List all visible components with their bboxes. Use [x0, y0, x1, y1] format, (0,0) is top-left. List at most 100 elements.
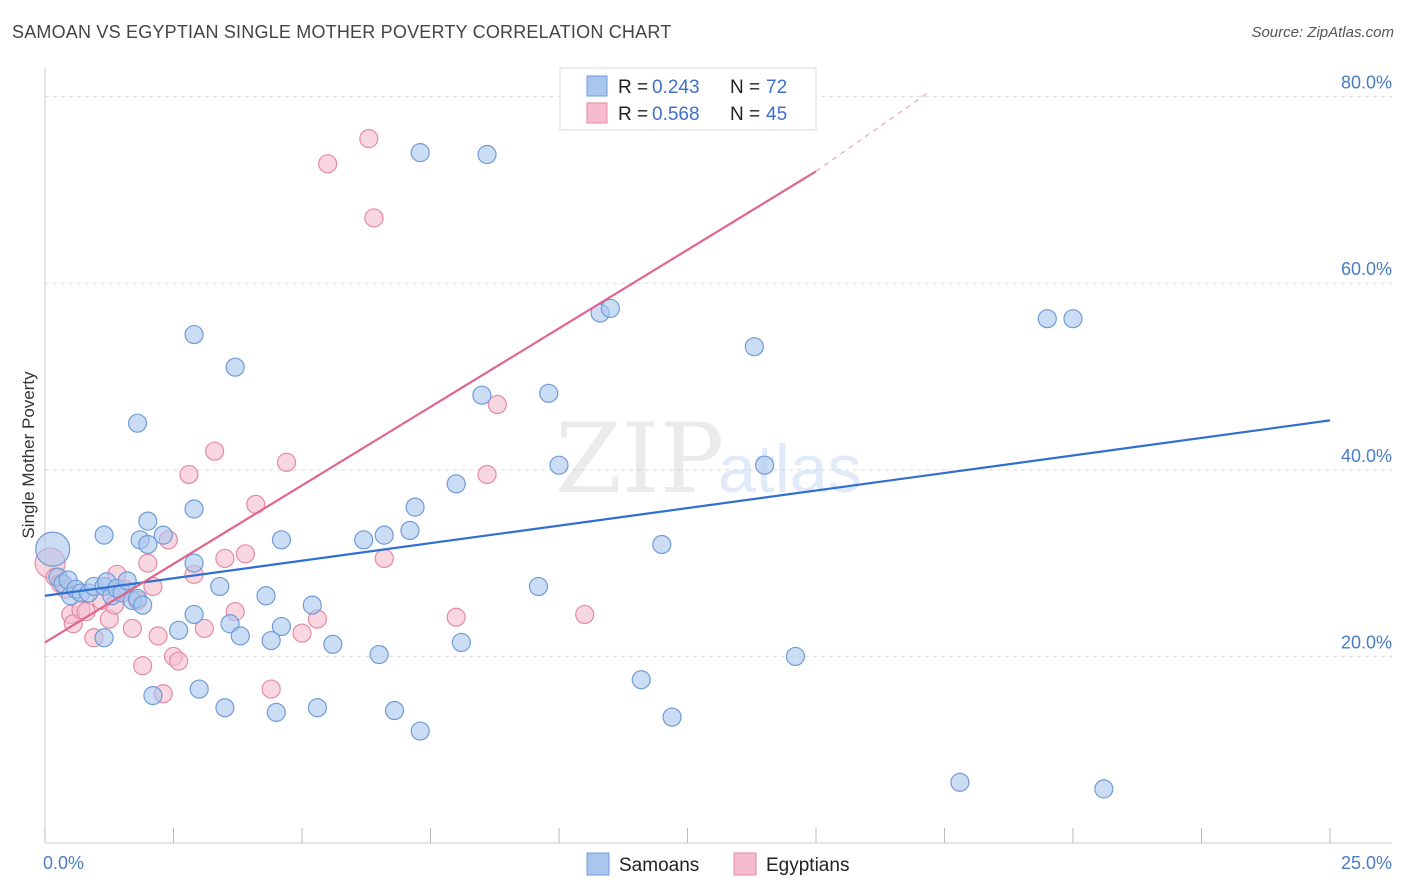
chart-title: SAMOAN VS EGYPTIAN SINGLE MOTHER POVERTY… [12, 22, 672, 42]
samoan-point-63 [950, 772, 970, 792]
samoan-point-58 [600, 298, 621, 319]
egyptian-point-23 [169, 651, 189, 671]
samoan-point-69 [261, 630, 281, 651]
samoan-point-66 [1094, 779, 1114, 799]
y-tick-label-3: 80.0% [1341, 73, 1392, 93]
egyptian-point-24 [179, 464, 199, 485]
samoan-point-18 [94, 628, 114, 648]
samoan-point-33 [210, 576, 230, 597]
samoan-point-22 [143, 685, 163, 706]
egyptian-point-39 [374, 548, 394, 569]
samoan-point-31 [169, 620, 189, 640]
egyptian-point-42 [487, 394, 507, 415]
egyptian-point-40 [446, 607, 466, 627]
samoan-point-26 [127, 413, 148, 433]
legend-n-value-1: 72 [766, 77, 787, 98]
egyptian-point-37 [359, 129, 379, 149]
egyptians-trend-extension [815, 91, 930, 172]
watermark-zip: ZIP [555, 403, 724, 515]
samoan-point-24 [184, 499, 204, 519]
samoan-point-19 [94, 525, 114, 545]
samoan-point-62 [785, 646, 806, 667]
egyptian-point-14 [122, 618, 142, 639]
samoan-point-50 [410, 143, 430, 163]
samoan-point-48 [472, 385, 492, 405]
egyptians-trend-line [44, 170, 817, 644]
series-legend-swatch-samoans[interactable] [586, 852, 610, 876]
egyptian-point-32 [261, 679, 281, 699]
egyptian-point-28 [215, 548, 235, 569]
legend-n-label-1: N = [730, 77, 760, 98]
samoan-point-41 [369, 644, 389, 665]
samoan-point-42 [384, 700, 405, 721]
samoan-point-65 [1063, 309, 1083, 329]
watermark: ZIP atlas [555, 403, 862, 515]
y-tick-label-0: 20.0% [1341, 632, 1392, 652]
samoan-point-54 [549, 455, 569, 475]
legend-n-label-2: N = [730, 104, 760, 125]
samoan-point-32 [184, 604, 204, 625]
samoan-point-43 [410, 721, 430, 741]
samoan-point-27 [184, 324, 204, 345]
x-tick-label-1: 25.0% [1341, 853, 1392, 873]
samoan-point-64 [1037, 309, 1057, 329]
samoan-point-29 [271, 530, 292, 550]
samoans-points [35, 143, 1114, 799]
samoan-point-51 [477, 144, 497, 165]
samoan-point-25 [184, 553, 204, 573]
series-legend-swatch-egyptians[interactable] [733, 852, 757, 876]
egyptian-point-19 [148, 626, 168, 646]
legend-n-value-2: 45 [766, 104, 787, 125]
series-legend: Samoans Egyptians [586, 852, 849, 876]
legend-r-label-1: R = [618, 77, 648, 98]
series-legend-label-samoans[interactable]: Samoans [619, 855, 699, 876]
egyptian-point-36 [318, 154, 338, 174]
trend-lines [44, 91, 1331, 644]
egyptian-point-27 [205, 441, 225, 461]
egyptian-point-26 [194, 618, 214, 639]
samoan-point-53 [528, 576, 549, 597]
samoan-point-40 [354, 530, 374, 550]
egyptian-point-38 [364, 208, 384, 228]
egyptian-point-30 [235, 544, 256, 564]
samoan-point-0 [35, 531, 71, 567]
egyptian-point-17 [138, 553, 158, 573]
samoan-point-36 [256, 586, 276, 606]
samoan-point-23 [138, 511, 158, 531]
samoan-point-60 [744, 337, 764, 357]
samoan-point-28 [225, 357, 245, 377]
samoan-point-45 [400, 520, 420, 541]
samoan-point-47 [446, 474, 466, 494]
y-tick-label-2: 60.0% [1341, 259, 1392, 279]
series-legend-label-egyptians[interactable]: Egyptians [766, 855, 849, 876]
legend-r-value-1: 0.243 [652, 77, 700, 98]
samoan-point-70 [307, 698, 328, 718]
tick-labels: 20.0% 40.0% 60.0% 80.0% 0.0% 25.0% [43, 73, 1392, 873]
source-label: Source: ZipAtlas.com [1251, 24, 1394, 41]
samoan-point-71 [266, 702, 286, 722]
egyptian-point-41 [477, 464, 497, 485]
watermark-atlas: atlas [718, 431, 862, 507]
samoan-point-21 [153, 525, 173, 545]
legend-r-label-2: R = [618, 104, 648, 125]
samoan-point-37 [271, 616, 292, 637]
samoan-point-59 [662, 707, 682, 727]
samoan-point-56 [631, 670, 651, 690]
egyptian-point-33 [276, 452, 297, 472]
samoan-point-61 [754, 455, 775, 475]
grid-lines [45, 96, 1392, 657]
samoan-point-38 [302, 595, 322, 615]
legend-r-value-2: 0.568 [652, 104, 700, 125]
egyptian-point-34 [292, 623, 312, 643]
egyptian-point-44 [575, 604, 595, 625]
samoan-point-17 [133, 595, 153, 615]
samoan-point-44 [374, 525, 394, 545]
samoan-point-67 [215, 698, 235, 718]
samoan-point-39 [323, 634, 343, 654]
samoan-point-46 [405, 497, 425, 517]
y-axis-title: Single Mother Poverty [19, 371, 38, 539]
samoans-trend-line [44, 419, 1331, 597]
samoan-point-52 [539, 383, 559, 403]
egyptian-point-16 [133, 656, 153, 676]
